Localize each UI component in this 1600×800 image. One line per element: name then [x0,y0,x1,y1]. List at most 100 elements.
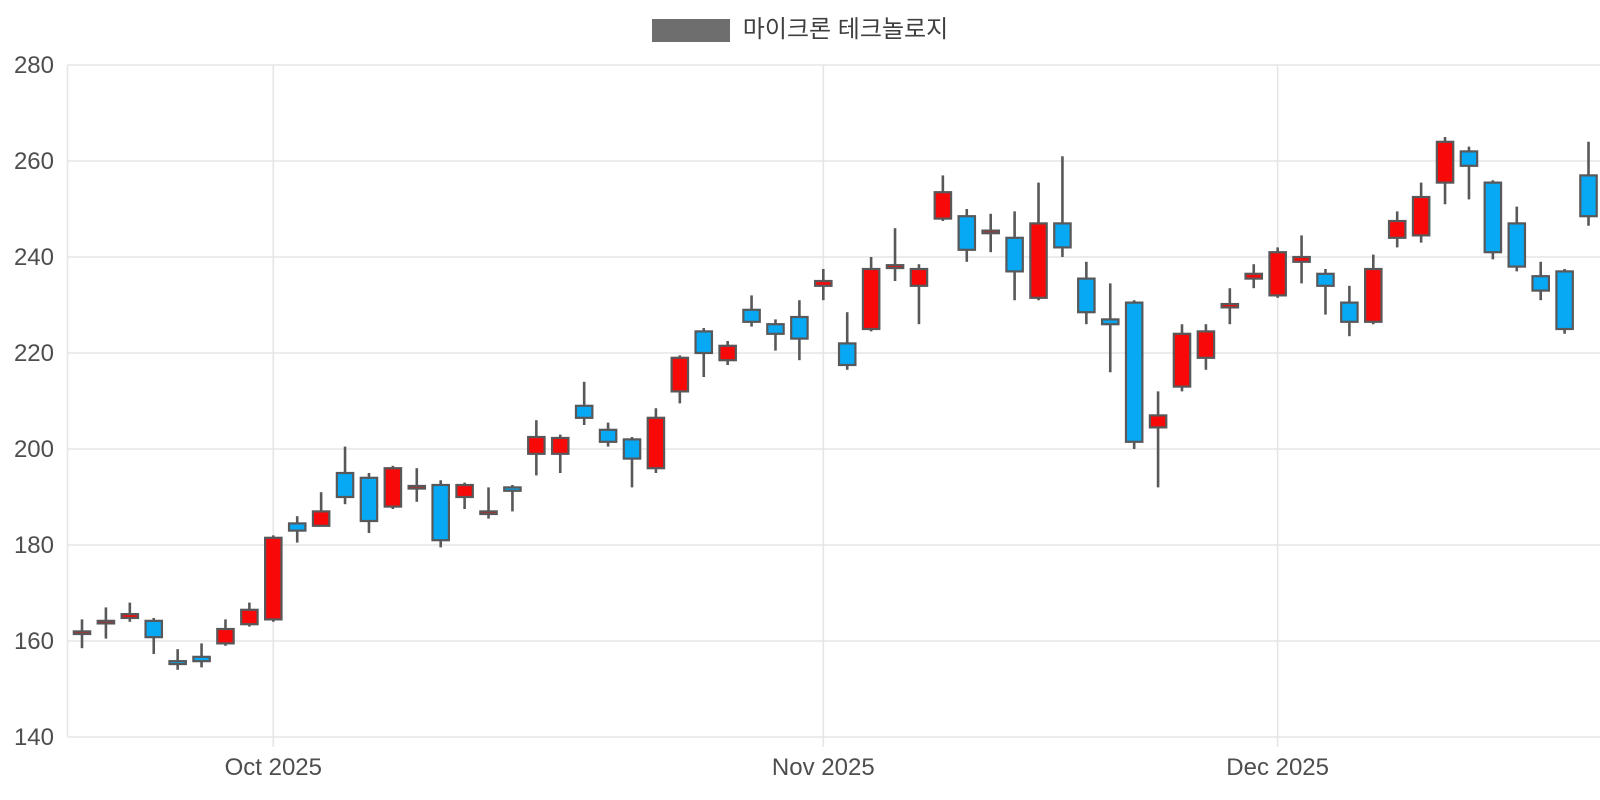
candle-54[interactable] [1364,254,1383,325]
candle-body-up [407,484,427,490]
candle-47[interactable] [1196,324,1216,370]
candle-59[interactable] [1483,180,1503,260]
candle-42[interactable] [1077,261,1096,325]
candle-17[interactable] [479,487,498,519]
candle-30[interactable] [790,300,809,361]
candle-8[interactable] [264,535,283,622]
candle-19[interactable] [527,420,546,476]
legend-series-label: 마이크론 테크놀로지 [742,16,949,43]
candle-20[interactable] [550,434,570,473]
candle-body-up [550,436,570,455]
candle-25[interactable] [670,355,690,404]
candle-1[interactable] [96,607,116,639]
candle-body-down [574,404,594,419]
candle-body-up [96,619,116,625]
candle-57[interactable] [1435,137,1455,205]
candle-body-down [837,342,857,367]
candle-43[interactable] [1100,283,1120,373]
candle-53[interactable] [1340,285,1359,337]
candle-14[interactable] [407,468,427,502]
candle-37[interactable] [957,209,977,262]
candle-34[interactable] [885,228,905,281]
candle-27[interactable] [718,341,737,365]
candle-28[interactable] [742,295,761,327]
candle-32[interactable] [837,312,857,370]
candle-body-down [335,471,355,499]
candle-33[interactable] [861,257,881,332]
legend-item-micron[interactable]: 마이크론 테크놀로지 [651,16,949,43]
candle-31[interactable] [814,269,833,301]
candle-50[interactable] [1268,247,1287,298]
legend-swatch [651,18,730,42]
candle-49[interactable] [1244,264,1264,289]
candle-46[interactable] [1172,324,1192,392]
candle-body-down [694,330,714,355]
y-axis-label: 140 [14,724,54,751]
candle-body-down [1100,318,1120,326]
y-axis-label: 180 [14,532,54,559]
candle-41[interactable] [1053,156,1072,257]
candle-2[interactable] [120,602,140,622]
candle-10[interactable] [311,492,331,527]
candle-51[interactable] [1292,235,1311,284]
candle-3[interactable] [144,617,164,654]
candle-7[interactable] [240,602,259,627]
y-axis-label: 280 [14,52,54,79]
x-axis-label: Dec 2025 [1226,754,1329,781]
candle-63[interactable] [1579,141,1598,226]
candle-11[interactable] [335,446,355,505]
candle-24[interactable] [646,408,666,473]
candle-body-up [240,608,259,626]
candle-body-up [1029,222,1048,299]
candle-body-up [670,356,690,393]
candle-body-down [287,522,307,532]
candle-13[interactable] [383,465,403,509]
candle-23[interactable] [622,437,642,488]
candle-15[interactable] [431,480,450,548]
candle-39[interactable] [1005,211,1024,301]
x-axis-label: Nov 2025 [772,754,875,781]
candle-5[interactable] [192,643,211,668]
candle-4[interactable] [168,649,187,670]
candle-body-up [933,191,953,220]
candle-body-down [192,655,211,663]
candle-22[interactable] [598,422,618,447]
y-axis-label: 240 [14,244,54,271]
candle-9[interactable] [287,516,307,543]
candle-26[interactable] [694,328,714,377]
candle-62[interactable] [1555,269,1574,334]
candle-58[interactable] [1459,146,1479,200]
candle-12[interactable] [359,473,379,533]
candle-18[interactable] [503,485,522,512]
candle-38[interactable] [981,213,1000,253]
candle-6[interactable] [216,619,235,646]
candle-52[interactable] [1316,269,1335,315]
candle-body-down [1507,222,1527,268]
candle-body-down [1579,174,1598,218]
candle-36[interactable] [933,175,953,221]
candle-40[interactable] [1029,182,1048,301]
candle-48[interactable] [1220,288,1240,325]
candle-16[interactable] [455,482,474,509]
candle-body-up [981,229,1000,235]
candle-body-down [790,315,809,340]
candle-35[interactable] [909,264,929,325]
candle-21[interactable] [574,381,594,425]
candle-45[interactable] [1148,391,1168,488]
candle-body-up [885,264,905,270]
candle-body-up [1435,140,1455,184]
candle-56[interactable] [1411,182,1431,243]
x-axis-label: Oct 2025 [225,754,322,781]
candle-60[interactable] [1507,206,1527,272]
candle-29[interactable] [766,319,785,351]
candle-61[interactable] [1531,261,1550,301]
candle-body-up [1268,251,1287,297]
candle-44[interactable] [1124,300,1144,449]
candle-body-up [1387,219,1407,239]
candle-55[interactable] [1387,211,1407,248]
candle-body-down [1053,222,1072,249]
candle-0[interactable] [72,619,92,649]
candle-body-up [1292,255,1311,263]
